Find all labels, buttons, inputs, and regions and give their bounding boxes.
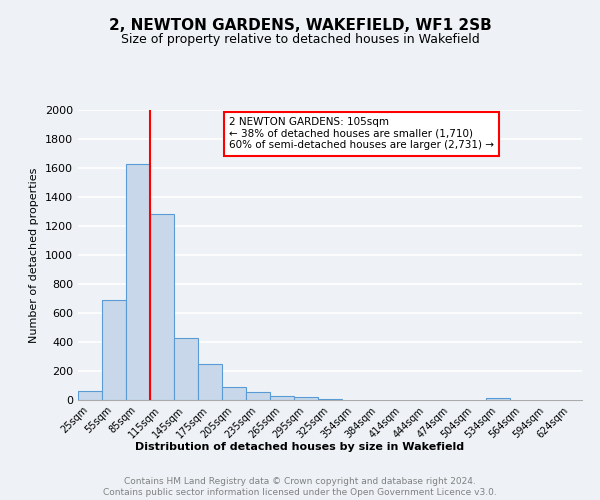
Bar — [294, 397, 318, 400]
Text: Contains HM Land Registry data © Crown copyright and database right 2024.
Contai: Contains HM Land Registry data © Crown c… — [103, 478, 497, 497]
Bar — [270, 396, 294, 400]
Bar — [150, 214, 174, 400]
Bar — [246, 392, 270, 400]
Bar — [126, 164, 150, 400]
Bar — [318, 398, 342, 400]
Bar — [78, 390, 102, 400]
Text: Distribution of detached houses by size in Wakefield: Distribution of detached houses by size … — [136, 442, 464, 452]
Bar — [174, 338, 198, 400]
Text: Size of property relative to detached houses in Wakefield: Size of property relative to detached ho… — [121, 32, 479, 46]
Bar — [102, 300, 126, 400]
Bar — [222, 387, 246, 400]
Text: 2 NEWTON GARDENS: 105sqm
← 38% of detached houses are smaller (1,710)
60% of sem: 2 NEWTON GARDENS: 105sqm ← 38% of detach… — [229, 117, 494, 150]
Bar — [198, 364, 222, 400]
Bar — [486, 398, 510, 400]
Text: 2, NEWTON GARDENS, WAKEFIELD, WF1 2SB: 2, NEWTON GARDENS, WAKEFIELD, WF1 2SB — [109, 18, 491, 32]
Y-axis label: Number of detached properties: Number of detached properties — [29, 168, 40, 342]
